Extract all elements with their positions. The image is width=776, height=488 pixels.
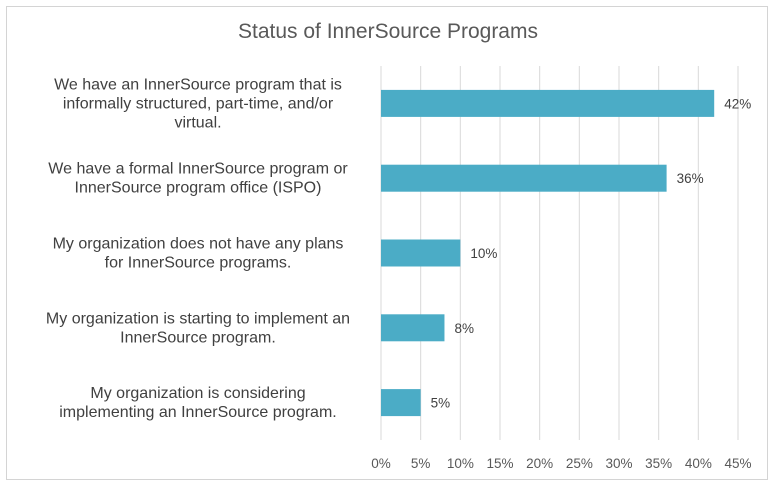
x-tick-label: 30%: [605, 456, 632, 471]
category-label-line: We have an InnerSource program that is: [54, 76, 342, 93]
category-label-line: virtual.: [174, 114, 221, 131]
data-label: 10%: [470, 246, 497, 261]
category-label-line: InnerSource program office (ISPO): [75, 180, 322, 197]
category-label-line: My organization is considering: [90, 385, 305, 402]
chart-title: Status of InnerSource Programs: [238, 20, 538, 43]
data-label: 8%: [454, 321, 474, 336]
category-label: My organization does not have any plans f…: [53, 236, 344, 272]
bar: [381, 389, 421, 417]
x-tick-label: 45%: [724, 456, 751, 471]
x-tick-label: 10%: [447, 456, 474, 471]
category-label: My organization is starting to implement…: [46, 310, 350, 346]
category-label-line: We have a formal InnerSource program or: [48, 161, 348, 178]
bar: [381, 89, 715, 117]
category-label-line: for InnerSource programs.: [105, 255, 292, 272]
category-label: My organization is considering implementi…: [59, 385, 336, 421]
category-label: We have a formal InnerSource program or I…: [48, 161, 348, 197]
category-label-line: informally structured, part-time, and/or: [63, 95, 334, 112]
category-label-line: InnerSource program.: [120, 329, 276, 346]
data-label: 42%: [724, 96, 751, 111]
data-label: 5%: [431, 396, 451, 411]
x-tick-label: 35%: [645, 456, 672, 471]
data-label: 36%: [677, 171, 704, 186]
x-tick-label: 5%: [411, 456, 431, 471]
bar: [381, 239, 461, 267]
x-tick-label: 40%: [685, 456, 712, 471]
x-tick-label: 0%: [371, 456, 391, 471]
x-tick-label: 25%: [566, 456, 593, 471]
x-tick-label: 15%: [486, 456, 513, 471]
category-label: We have an InnerSource program that is in…: [54, 76, 342, 131]
category-label-line: My organization does not have any plans: [53, 236, 344, 253]
bar: [381, 314, 445, 342]
x-tick-label: 20%: [526, 456, 553, 471]
bar: [381, 164, 667, 192]
category-label-line: My organization is starting to implement…: [46, 310, 350, 327]
category-label-line: implementing an InnerSource program.: [59, 404, 336, 421]
